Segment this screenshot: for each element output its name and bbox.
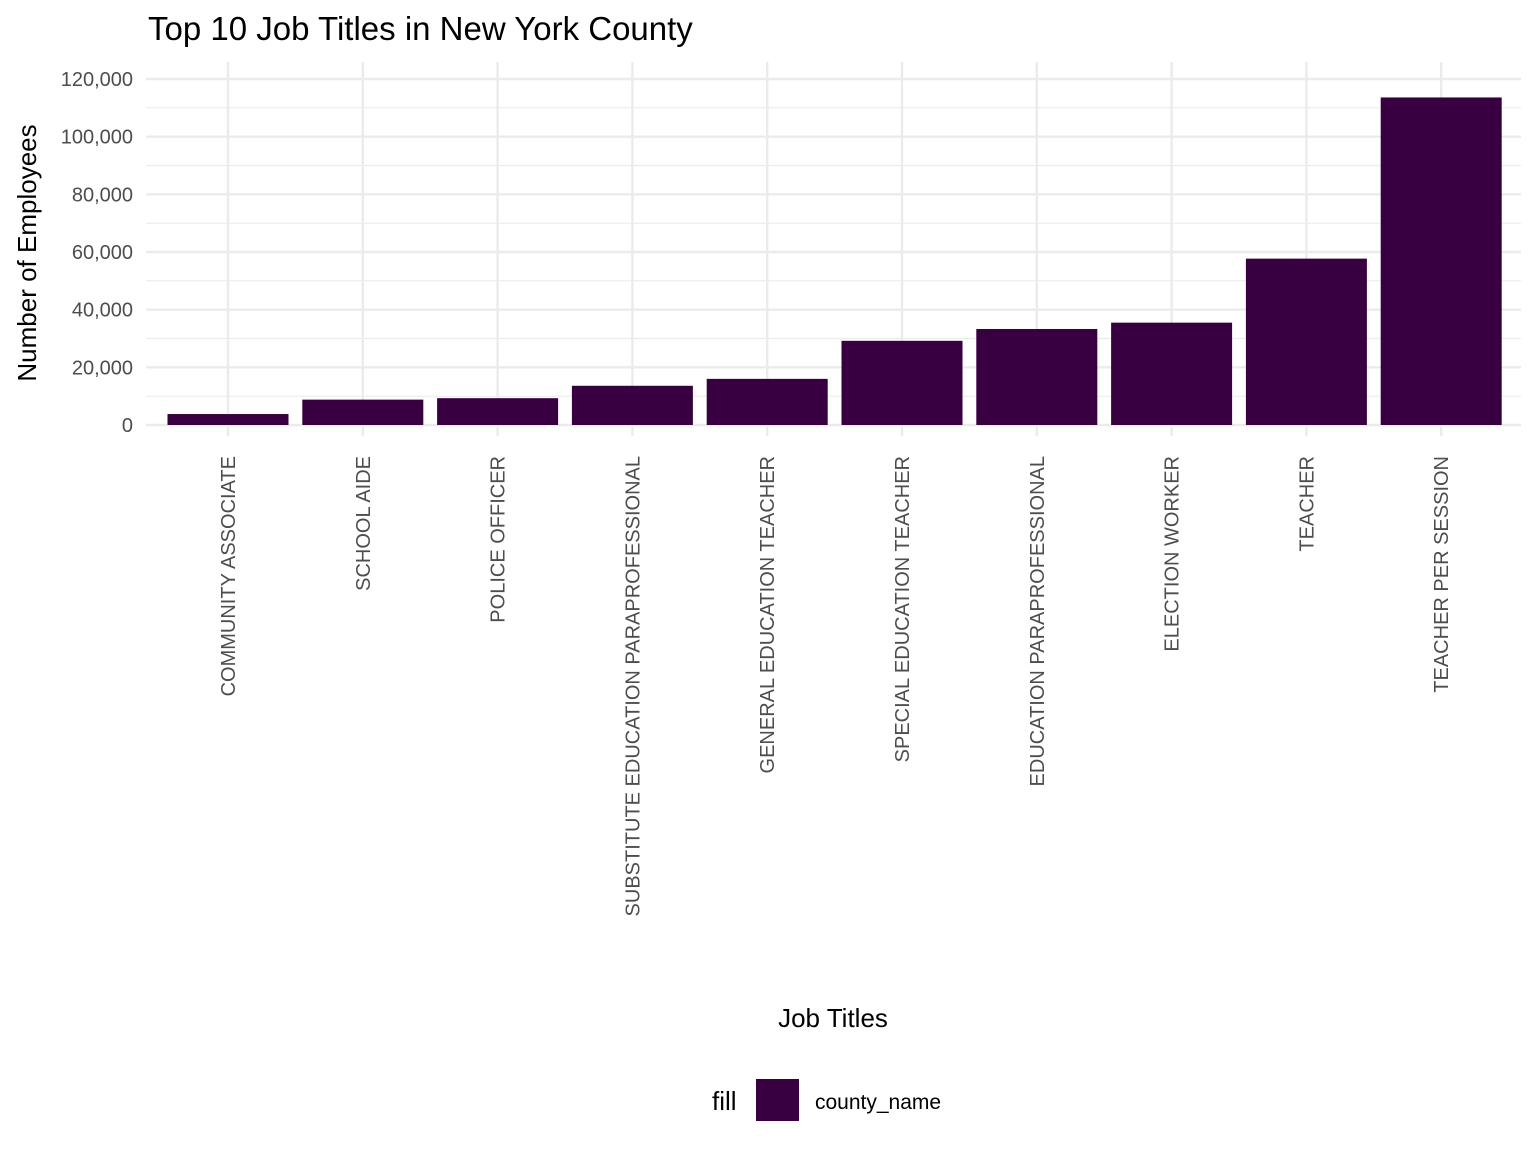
legend: fill county_name: [712, 1079, 941, 1121]
y-tick-label: 80,000: [72, 184, 133, 206]
bar: [1111, 322, 1233, 425]
x-tick-label: SUBSTITUTE EDUCATION PARAPROFESSIONAL: [622, 456, 644, 916]
x-tick-label: GENERAL EDUCATION TEACHER: [757, 456, 779, 773]
x-tick-label: EDUCATION PARAPROFESSIONAL: [1027, 456, 1049, 786]
x-tick-label: POLICE OFFICER: [488, 456, 510, 623]
x-tick-label: TEACHER: [1296, 456, 1318, 552]
x-tick-label: SCHOOL AIDE: [353, 456, 375, 591]
bar: [841, 340, 963, 425]
legend-swatch: [756, 1079, 799, 1121]
x-tick-label: COMMUNITY ASSOCIATE: [218, 456, 240, 696]
y-tick-label: 120,000: [61, 69, 133, 91]
x-tick-label: ELECTION WORKER: [1162, 456, 1184, 652]
x-tick-label: TEACHER PER SESSION: [1431, 456, 1453, 693]
chart-title: Top 10 Job Titles in New York County: [148, 10, 693, 47]
y-tick-label: 20,000: [72, 357, 133, 379]
y-tick-label: 100,000: [61, 127, 133, 149]
legend-title: fill: [712, 1086, 737, 1116]
bars: [167, 97, 1502, 425]
bar: [706, 378, 828, 425]
y-tick-label: 0: [122, 415, 133, 437]
bar: [167, 414, 289, 425]
bar: [1245, 258, 1367, 425]
y-axis-ticks: 0 20,000 40,000 60,000 80,000 100,000 120,000: [61, 69, 133, 437]
legend-label: county_name: [815, 1091, 941, 1114]
x-tick-label: SPECIAL EDUCATION TEACHER: [892, 456, 914, 762]
x-axis-ticks: COMMUNITY ASSOCIATE SCHOOL AIDE POLICE OFF…: [218, 456, 1453, 916]
y-axis-title: Number of Employees: [12, 124, 42, 381]
bar: [976, 328, 1098, 425]
bar: [437, 398, 559, 425]
bar: [571, 385, 693, 425]
y-tick-label: 60,000: [72, 242, 133, 264]
bar: [302, 399, 424, 425]
x-axis-title: Job Titles: [778, 1003, 888, 1033]
bar: [1380, 97, 1502, 425]
y-tick-label: 40,000: [72, 300, 133, 322]
